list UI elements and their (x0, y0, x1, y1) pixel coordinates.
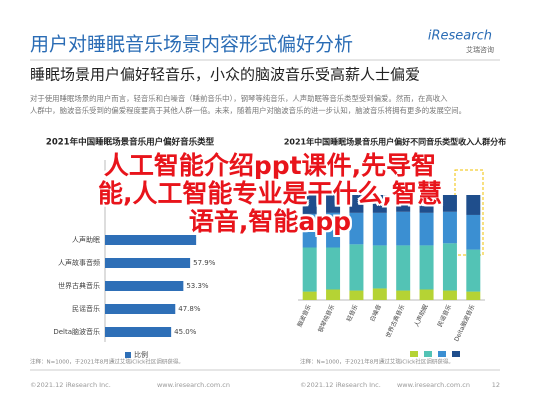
category-label: 钢琴纯音乐 (316, 303, 336, 334)
overlay-line: 人工智能介绍ppt课件,先导智 (103, 151, 437, 180)
overlay-caption: 人工智能介绍ppt课件,先导智 能,人工智能专业是干什么,智慧 语音,智能app (20, 152, 520, 236)
bar-segment (302, 291, 317, 300)
category-label: 人声助眠 (72, 235, 100, 244)
bar-segment (326, 247, 341, 290)
bar-segment (349, 244, 364, 291)
legend-swatch (452, 351, 460, 357)
bar-segment (396, 290, 411, 300)
bar-segment (419, 289, 434, 300)
category-label: Delta脑波音乐 (53, 327, 100, 336)
logo: iResearch (428, 29, 492, 44)
page-number: 12 (492, 381, 500, 389)
footer: www.iresearch.com.cn (397, 381, 470, 389)
bar (105, 258, 191, 268)
footer: ©2021.12 iResearch Inc. (30, 381, 111, 389)
bar-segment (466, 214, 481, 250)
value-label: 57.9% (193, 259, 216, 267)
category-label: 民谣音乐 (72, 304, 100, 313)
legend-label: 比例 (134, 350, 148, 359)
bar-segment (466, 249, 481, 292)
bar-segment (419, 245, 434, 290)
bar-segment (372, 245, 387, 289)
category-label: 世界古典音乐 (58, 281, 100, 290)
note: 注释：N=1000，于2021年8月通过艾瑞iClick社区调研获得。 (300, 358, 454, 366)
bar-segment (302, 213, 317, 248)
bar-segment (442, 211, 457, 244)
subtitle: 睡眠场景用户偏好轻音乐，小众的脑波音乐受高薪人士偏爱 (30, 66, 420, 84)
category-label: Delta脑波音乐 (452, 303, 476, 343)
bar-segment (326, 212, 341, 248)
bar-segment (349, 195, 364, 213)
legend-swatch (438, 351, 446, 357)
category-label: 人声故事音频 (58, 258, 100, 267)
bar-segment (372, 288, 387, 300)
bar-segment (326, 195, 341, 213)
bar-segment (466, 291, 481, 300)
bar-segment (372, 212, 387, 246)
chart-title: 2021年中国睡眠场景音乐用户偏好音乐类型 (46, 137, 215, 148)
bar-segment (442, 243, 457, 291)
logo-sub: 艾瑞咨询 (466, 45, 494, 54)
bar-segment (396, 211, 411, 246)
bar-segment (349, 290, 364, 300)
legend-swatch (424, 351, 432, 357)
bar-segment (442, 290, 457, 300)
legend-swatch (410, 351, 418, 357)
bar-segment (302, 195, 317, 214)
bar-segment (419, 195, 434, 213)
note: 注释：N=1000，于2021年8月通过艾瑞iClick社区调研获得。 (30, 358, 184, 366)
bar-segment (302, 247, 317, 292)
value-label: 45.0% (174, 328, 197, 336)
body-text: 对于使用睡眠场景的用户而言，轻音乐和白噪音（睡前音乐中），钢琴等纯音乐，人声助眠… (30, 94, 448, 103)
chart-title: 2021年中国睡眠场景音乐用户偏好不同音乐类型收入人群分布 (284, 137, 506, 147)
category-label: 民谣音乐 (436, 303, 453, 328)
bar (105, 281, 184, 291)
category-label: 世界古典音乐 (384, 303, 406, 339)
bar (105, 235, 197, 245)
bar-segment (326, 289, 341, 300)
category-label: 白噪音 (368, 303, 383, 323)
bar-segment (396, 195, 411, 212)
bar-segment (372, 195, 387, 213)
bar-segment (466, 195, 481, 215)
category-label: 脑波音乐 (295, 303, 312, 328)
overlay-line: 语音,智能app (188, 207, 352, 236)
bar-segment (442, 195, 457, 212)
legend-swatch (125, 352, 131, 358)
bar (105, 304, 176, 314)
page-title: 用户对睡眠音乐场景内容形式偏好分析 (30, 34, 353, 56)
category-label: 人声助眠 (412, 303, 429, 328)
value-label: 47.8% (178, 305, 201, 313)
category-label: 轻音乐 (345, 303, 360, 323)
value-label: 53.3% (186, 282, 209, 290)
bar-segment (349, 212, 364, 245)
bar-segment (396, 245, 411, 291)
footer: ©2021.12 iResearch Inc. (300, 381, 381, 389)
body-text: 人群中，脑波音乐受到的偏爱程度要高于其他人群一倍。未来，随着用户对脑波音乐的进一… (30, 106, 466, 115)
bar-segment (419, 212, 434, 246)
footer: www.iresearch.com.cn (157, 381, 230, 389)
overlay-line: 能,人工智能专业是干什么,智慧 (98, 179, 442, 208)
bar (105, 327, 172, 337)
